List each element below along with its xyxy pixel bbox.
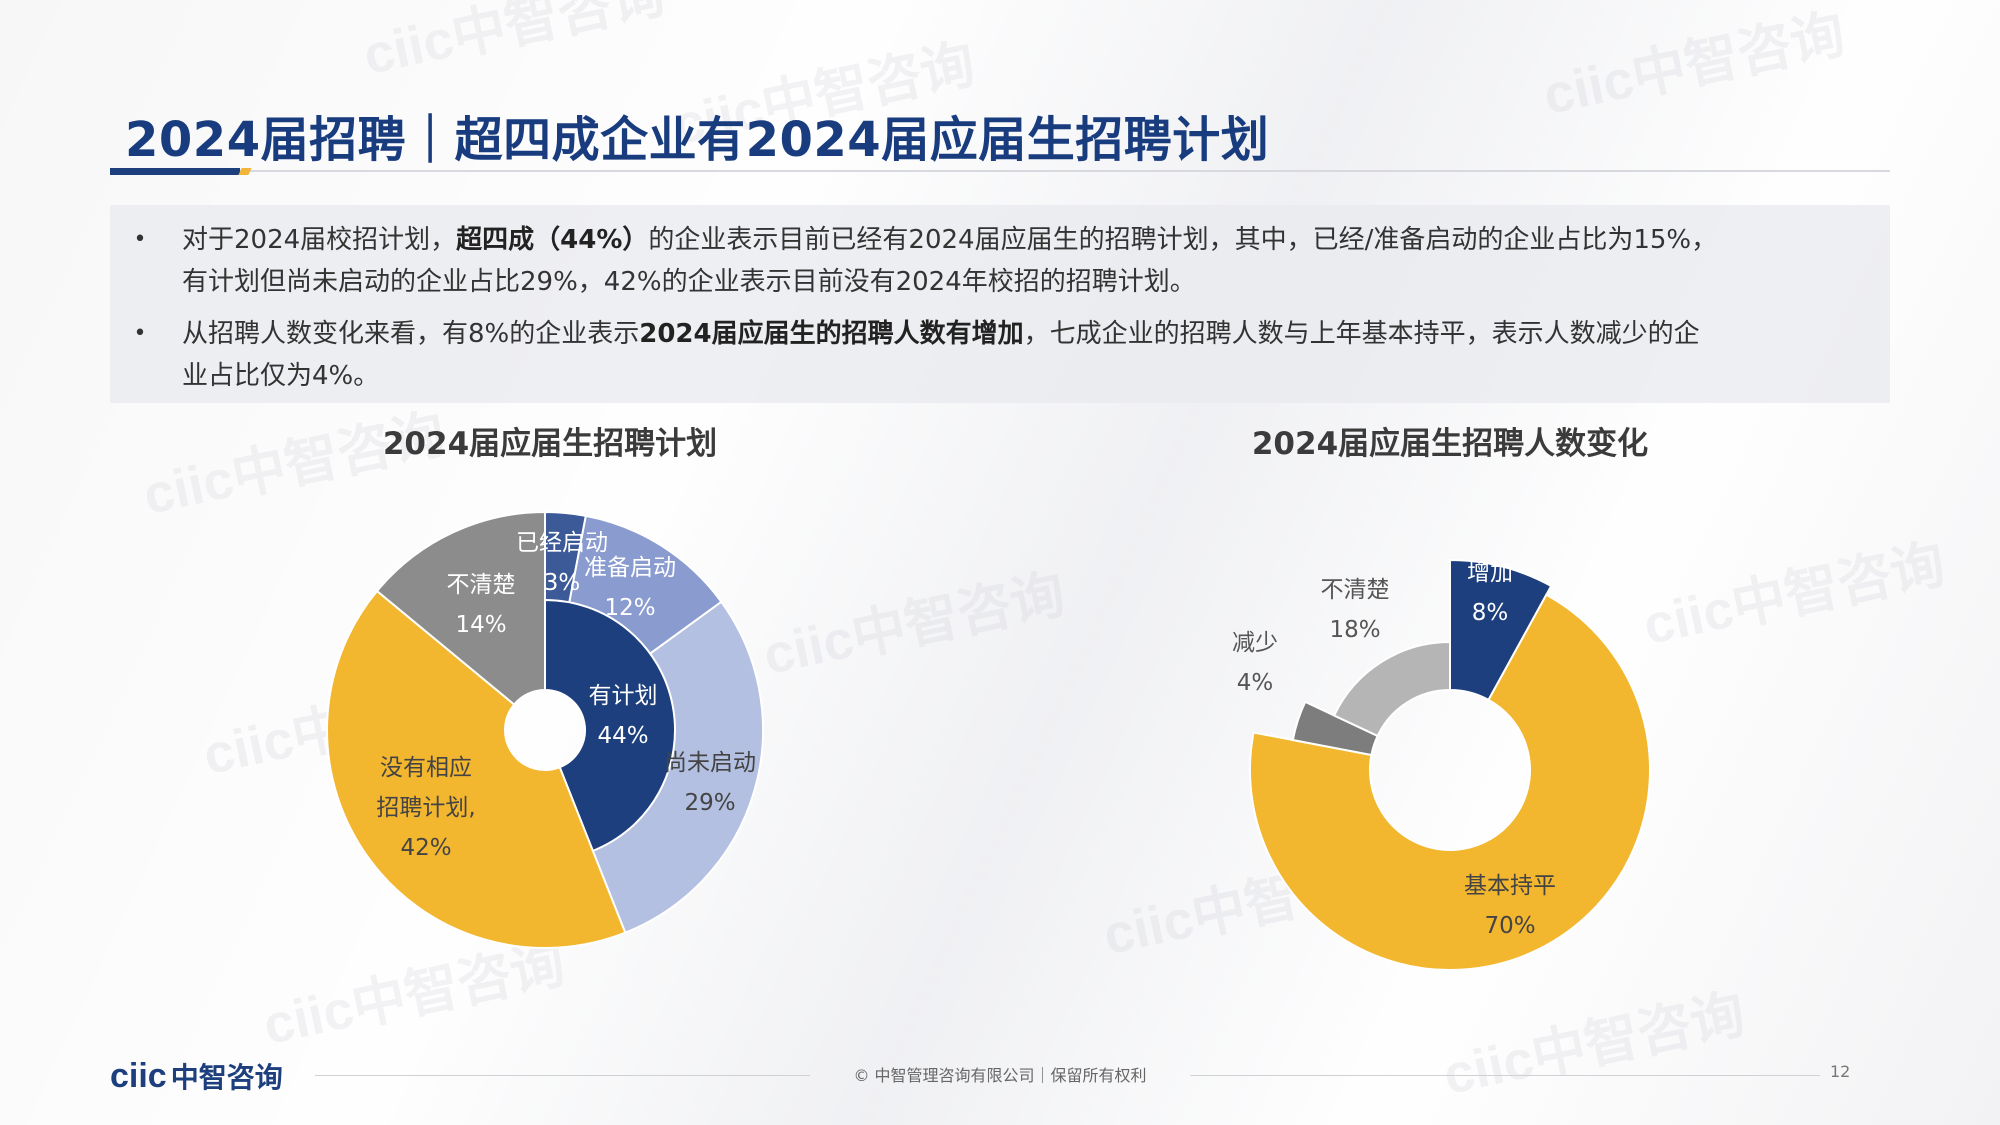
label-unclear: 不清楚 xyxy=(447,572,516,598)
bullet-highlight: 超四成（44%） xyxy=(456,225,649,255)
label-plan: 44% xyxy=(597,723,648,749)
copyright-text: © 中智管理咨询有限公司｜保留所有权利 xyxy=(853,1066,1147,1085)
label-decrease: 减少 xyxy=(1232,630,1278,656)
label-increase: 8% xyxy=(1472,600,1509,626)
inner-slice-plan xyxy=(544,598,676,853)
bullet-line: 有计划但尚未启动的企业占比29%，42%的企业表示目前没有2024年校招的招聘计… xyxy=(182,267,1196,297)
logo-latin: ciic xyxy=(110,1057,167,1095)
label-noplan: 招聘计划, xyxy=(376,795,475,821)
chart-title-change: 2024届应届生招聘人数变化 xyxy=(1251,426,1649,462)
bullet-dot: • xyxy=(133,227,147,252)
label-noplan: 42% xyxy=(400,835,451,861)
slice-3 xyxy=(1332,640,1451,738)
label-unclear: 18% xyxy=(1329,617,1380,643)
footer-logo: ciic 中智咨询 xyxy=(110,1056,283,1096)
label-decrease: 4% xyxy=(1237,670,1274,696)
inner-slice-2 xyxy=(375,510,546,706)
label-started: 已经启动 xyxy=(516,530,608,556)
page-number: 12 xyxy=(1830,1062,1851,1081)
label-unclear: 14% xyxy=(455,612,506,638)
headcount-change-chart: 增加 8% 基本持平 70% 减少 4% 不清楚 18% xyxy=(1232,558,1651,970)
title-accent-bar xyxy=(110,168,240,175)
footer-divider xyxy=(1190,1075,1820,1076)
page-title: 2024届招聘｜超四成企业有2024届应届生招聘计划 xyxy=(125,112,1270,168)
bullet-text: 对于2024届校招计划， xyxy=(182,225,457,255)
bullet-highlight: 2024届应届生的招聘人数有增加 xyxy=(639,319,1024,349)
title-divider xyxy=(110,170,1890,172)
label-started: 3% xyxy=(544,570,581,596)
bullet-item: • 对于2024届校招计划，超四成（44%）的企业表示目前已经有2024届应届生… xyxy=(130,219,1860,303)
bullet-dot: • xyxy=(133,321,147,346)
label-preparing: 12% xyxy=(604,595,655,621)
label-increase: 增加 xyxy=(1467,560,1513,586)
label-unclear: 不清楚 xyxy=(1321,577,1390,603)
label-notstarted: 29% xyxy=(684,790,735,816)
bullet-line: 业占比仅为4%。 xyxy=(182,361,380,391)
bullet-line: 对于2024届校招计划，超四成（44%）的企业表示目前已经有2024届应届生的招… xyxy=(182,219,1860,261)
label-plan: 有计划 xyxy=(589,683,658,709)
chart-title-plan: 2024届应届生招聘计划 xyxy=(382,426,718,462)
label-flat: 基本持平 xyxy=(1464,873,1556,899)
bullet-line: 从招聘人数变化来看，有8%的企业表示2024届应届生的招聘人数有增加，七成企业的… xyxy=(182,313,1860,355)
summary-box: • 对于2024届校招计划，超四成（44%）的企业表示目前已经有2024届应届生… xyxy=(110,205,1890,403)
label-flat: 70% xyxy=(1484,913,1535,939)
bullet-text: ，七成企业的招聘人数与上年基本持平，表示人数减少的企 xyxy=(1023,319,1700,349)
label-preparing: 准备启动 xyxy=(584,555,676,581)
slice-0 xyxy=(1449,558,1553,702)
bullet-text: 的企业表示目前已经有2024届应届生的招聘计划，其中，已经/准备启动的企业占比为… xyxy=(648,225,1718,255)
logo-cn: 中智咨询 xyxy=(170,1062,283,1093)
label-noplan: 没有相应 xyxy=(380,755,472,781)
label-notstarted: 尚未启动 xyxy=(664,750,756,776)
slice-1 xyxy=(1249,593,1651,970)
inner-slice-1 xyxy=(326,589,627,949)
bullet-text: 从招聘人数变化来看，有8%的企业表示 xyxy=(182,319,640,349)
footer-divider xyxy=(315,1075,810,1076)
bullet-item: • 从招聘人数变化来看，有8%的企业表示2024届应届生的招聘人数有增加，七成企… xyxy=(130,313,1860,397)
